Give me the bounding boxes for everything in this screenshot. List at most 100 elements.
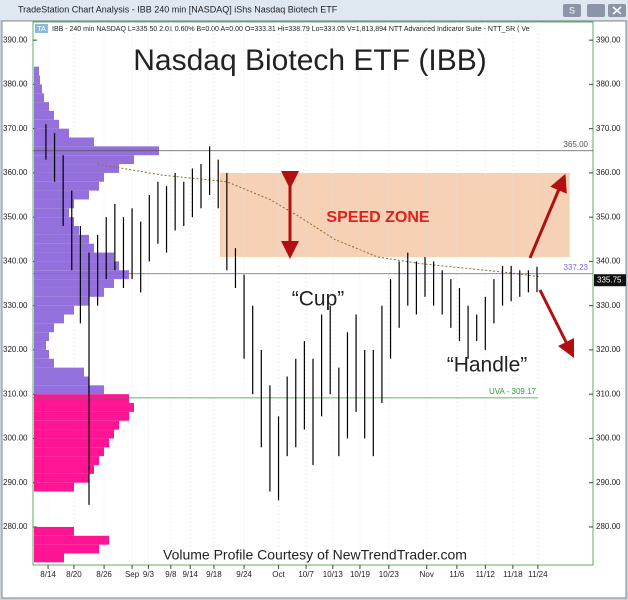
profile-bar xyxy=(34,403,134,412)
profile-bar xyxy=(34,226,79,235)
x-tick-label: 9/24 xyxy=(236,570,252,579)
profile-bar xyxy=(34,482,74,492)
last-price-label: 335.75 xyxy=(597,275,622,284)
profile-bar xyxy=(34,217,74,227)
profile-bar xyxy=(34,110,54,120)
arrow xyxy=(538,289,575,359)
y-tick-label: 390.00 xyxy=(3,35,28,44)
profile-bar xyxy=(34,208,69,218)
x-tick-label: 11/6 xyxy=(449,570,465,579)
x-tick-label: Sep xyxy=(125,570,140,579)
x-tick-label: 8/20 xyxy=(66,570,82,579)
x-tick-label: 11/24 xyxy=(528,570,548,579)
profile-bar xyxy=(34,66,39,76)
profile-bar xyxy=(34,102,49,111)
annotation: “Handle” xyxy=(447,354,528,377)
profile-bar xyxy=(34,199,74,209)
button-label[interactable]: S xyxy=(569,5,575,15)
x-tick-label: 11/18 xyxy=(503,570,523,579)
annotation: SPEED ZONE xyxy=(326,209,429,226)
y-tick-label: 300.00 xyxy=(596,434,621,443)
profile-bar xyxy=(34,314,64,324)
chart-title: Nasdaq Biotech ETF (IBB) xyxy=(133,44,486,77)
window-title: TradeStation Chart Analysis - IBB 240 mi… xyxy=(18,4,338,14)
profile-bar xyxy=(34,270,129,280)
profile-bar xyxy=(34,234,89,244)
x-tick-label: Oct xyxy=(272,570,285,579)
badge-label: TA xyxy=(37,26,46,33)
info-line: IBB - 240 min NASDAQ L=335.50 2.01 0.60%… xyxy=(52,26,530,33)
profile-bar xyxy=(34,464,94,474)
profile-bar xyxy=(34,252,114,262)
profile-bar xyxy=(34,349,49,359)
profile-bar xyxy=(34,411,129,421)
profile-bar xyxy=(34,181,99,191)
moving-average xyxy=(97,163,542,278)
x-tick-label: 9/8 xyxy=(165,570,177,579)
y-tick-label: 380.00 xyxy=(3,80,28,89)
profile-bar xyxy=(34,385,104,395)
profile-bar xyxy=(34,323,54,333)
x-tick-label: 10/19 xyxy=(350,570,371,579)
profile-bar xyxy=(34,137,94,147)
y-tick-label: 330.00 xyxy=(3,301,28,310)
x-tick-label: 8/14 xyxy=(40,570,56,579)
y-tick-label: 290.00 xyxy=(3,478,28,487)
chart: 280.00 280.00 290.00 290.00 300.00 300.00 310.… xyxy=(3,22,626,579)
annotation: “Cup” xyxy=(292,288,345,311)
profile-bar xyxy=(34,332,49,342)
profile-bar xyxy=(34,456,99,465)
minimize-button[interactable] xyxy=(587,4,605,17)
y-tick-label: 280.00 xyxy=(596,522,621,531)
y-tick-label: 390.00 xyxy=(596,35,621,44)
profile-bar xyxy=(34,526,74,536)
x-tick-label: 9/3 xyxy=(143,570,155,579)
y-tick-label: 380.00 xyxy=(596,80,621,89)
x-tick-label: 8/26 xyxy=(96,570,112,579)
profile-bar xyxy=(34,473,89,483)
profile-bar xyxy=(34,296,89,306)
level-label: UVA - 309.17 xyxy=(489,387,537,396)
profile-bar xyxy=(34,75,40,85)
footer: Volume Profile Courtesy of NewTrendTrade… xyxy=(163,547,467,563)
profile-bar xyxy=(34,305,74,315)
y-tick-label: 280.00 xyxy=(3,522,28,531)
profile-bar xyxy=(34,155,134,165)
profile-bar xyxy=(34,287,104,297)
y-tick-label: 310.00 xyxy=(596,389,621,398)
x-tick-label: 11/12 xyxy=(476,570,496,579)
profile-bar xyxy=(34,429,114,439)
x-tick-label: 10/7 xyxy=(298,570,314,579)
y-tick-label: 350.00 xyxy=(596,212,621,221)
y-tick-label: 360.00 xyxy=(596,168,621,177)
y-tick-label: 350.00 xyxy=(3,212,28,221)
x-tick-label: 10/13 xyxy=(323,570,344,579)
last-price-box xyxy=(594,274,626,287)
profile-bar xyxy=(34,358,54,368)
profile-bar xyxy=(34,535,109,545)
button[interactable] xyxy=(563,4,581,17)
close-icon xyxy=(612,6,622,15)
profile-bar xyxy=(34,367,84,377)
y-tick-label: 320.00 xyxy=(596,345,621,354)
profile-bar xyxy=(34,544,99,554)
y-tick-label: 300.00 xyxy=(3,434,28,443)
y-tick-label: 370.00 xyxy=(3,124,28,133)
plot-area xyxy=(32,21,594,566)
y-tick-label: 340.00 xyxy=(3,257,28,266)
y-tick-label: 320.00 xyxy=(3,345,28,354)
x-tick-label: 10/23 xyxy=(379,570,400,579)
y-tick-label: 290.00 xyxy=(596,478,621,487)
badge xyxy=(35,24,48,33)
y-tick-label: 330.00 xyxy=(596,301,621,310)
profile-bar xyxy=(34,164,119,173)
profile-bar xyxy=(34,190,89,200)
profile-bar xyxy=(34,438,109,448)
profile-bar xyxy=(34,261,119,271)
profile-bar xyxy=(34,243,94,253)
title-bar xyxy=(0,0,628,20)
profile-bar xyxy=(34,172,104,182)
profile-bar xyxy=(34,394,129,404)
